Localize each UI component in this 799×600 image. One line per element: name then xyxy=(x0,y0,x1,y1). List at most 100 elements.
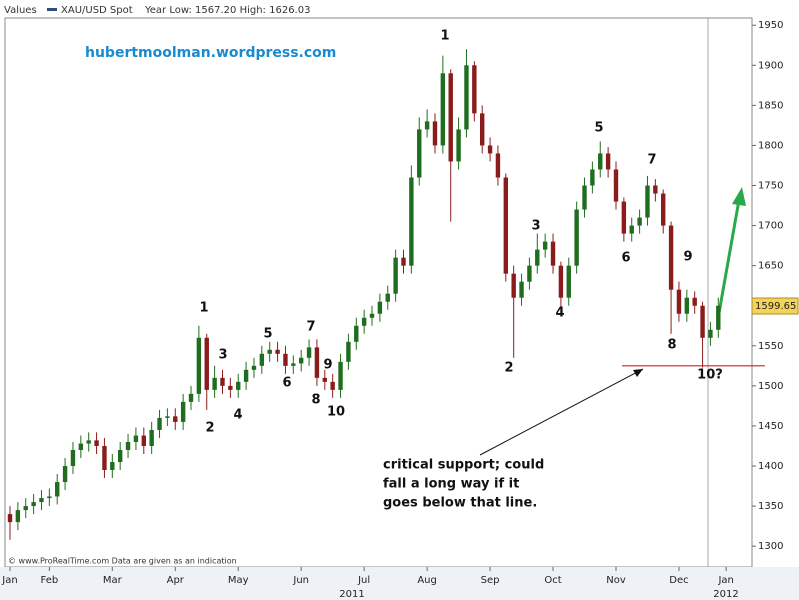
candle-body xyxy=(330,381,335,390)
candle-body xyxy=(574,209,579,266)
wave-label: 5 xyxy=(594,121,603,136)
candle-body xyxy=(369,313,375,318)
candle-body xyxy=(409,177,414,266)
candle-body xyxy=(456,129,461,162)
y-tick-label: 1350 xyxy=(758,501,783,512)
candle-body xyxy=(149,429,154,446)
candle-body xyxy=(31,502,36,507)
candle-body xyxy=(346,341,351,362)
candle-body xyxy=(338,361,343,390)
candle-body xyxy=(377,301,383,314)
wave-label: 9 xyxy=(323,358,332,373)
candle-body xyxy=(55,482,60,497)
candle-body xyxy=(385,293,390,302)
note-arrow xyxy=(479,368,644,456)
wave-label: 1 xyxy=(440,29,449,44)
wave-label: 8 xyxy=(311,393,320,408)
candle-body xyxy=(566,265,571,298)
candle-body xyxy=(251,365,257,370)
candle-body xyxy=(613,169,619,202)
candle-body xyxy=(47,496,52,499)
candle-body xyxy=(117,449,123,463)
projection-arrow xyxy=(717,199,741,314)
candle-body xyxy=(39,498,44,503)
candle-body xyxy=(259,353,265,366)
x-tick-label: Aug xyxy=(417,575,437,586)
candle-body xyxy=(7,514,13,523)
candle-body xyxy=(684,297,690,314)
x-axis-band xyxy=(0,567,799,600)
y-tick-label: 1950 xyxy=(758,20,783,31)
x-tick-label: Feb xyxy=(40,575,58,586)
y-tick-label: 1850 xyxy=(758,100,783,111)
x-tick-label: Jan xyxy=(717,575,733,586)
candle-body xyxy=(243,369,249,382)
candle-body xyxy=(228,385,233,390)
candle-body xyxy=(165,416,170,418)
wave-label: 7 xyxy=(647,153,656,168)
wave-label: 2 xyxy=(504,361,513,376)
wave-label: 2 xyxy=(205,421,214,436)
y-tick-label: 1650 xyxy=(758,261,783,272)
candle-body xyxy=(527,265,532,282)
candle-body xyxy=(23,506,28,511)
candle-body xyxy=(487,145,493,154)
candle-body xyxy=(212,377,217,390)
candle-body xyxy=(535,249,540,266)
candle-body xyxy=(62,466,68,483)
candle-body xyxy=(283,353,288,366)
candle-body xyxy=(645,185,650,218)
candle-body xyxy=(78,443,84,450)
x-tick-label: Nov xyxy=(606,575,626,586)
candle-body xyxy=(70,449,76,467)
candle-body xyxy=(361,317,367,326)
candle-body xyxy=(480,113,485,146)
note-line: goes below that line. xyxy=(383,496,537,511)
y-tick-label: 1900 xyxy=(758,60,783,71)
x-tick-label: Jun xyxy=(292,575,309,586)
x-tick-label: Sep xyxy=(481,575,500,586)
x-tick-label: Oct xyxy=(544,575,561,586)
wave-label: 8 xyxy=(667,338,676,353)
x-tick-label: Dec xyxy=(669,575,688,586)
x-tick-label: Mar xyxy=(103,575,123,586)
x-tick-label: May xyxy=(228,575,249,586)
candle-body xyxy=(86,440,91,444)
wave-label: 4 xyxy=(233,408,242,423)
y-tick-label: 1450 xyxy=(758,421,783,432)
watermark: hubertmoolman.wordpress.com xyxy=(85,45,336,61)
candle-body xyxy=(692,297,697,306)
candle-body xyxy=(424,121,430,130)
last-price-box xyxy=(751,297,799,315)
candle-body xyxy=(448,73,453,162)
y-tick-label: 1500 xyxy=(758,381,783,392)
wave-label: 4 xyxy=(555,306,564,321)
year-label: 2012 xyxy=(713,589,738,600)
header-label: Values xyxy=(4,5,37,16)
candle-body xyxy=(314,347,320,378)
candle-body xyxy=(306,347,312,358)
wave-label: 7 xyxy=(306,320,315,335)
candle-body xyxy=(204,337,209,390)
candle-body xyxy=(558,265,564,298)
candle-body xyxy=(275,349,280,354)
candle-body xyxy=(354,325,359,342)
candle-body xyxy=(220,377,225,386)
candle-body xyxy=(700,305,705,338)
candle-body xyxy=(621,201,627,234)
candle-body xyxy=(15,510,21,523)
instrument: XAU/USD Spot xyxy=(61,5,133,16)
candle-body xyxy=(653,185,658,194)
note-arrowhead xyxy=(633,369,643,377)
candle-body xyxy=(173,416,178,422)
year-label: 2011 xyxy=(339,589,364,600)
candle-body xyxy=(590,169,595,186)
candle-body xyxy=(598,153,603,170)
candle-body xyxy=(298,357,304,364)
candle-body xyxy=(196,337,202,394)
candle-body xyxy=(188,393,194,402)
y-tick-label: 1300 xyxy=(758,541,783,552)
legend-swatch xyxy=(47,8,57,11)
